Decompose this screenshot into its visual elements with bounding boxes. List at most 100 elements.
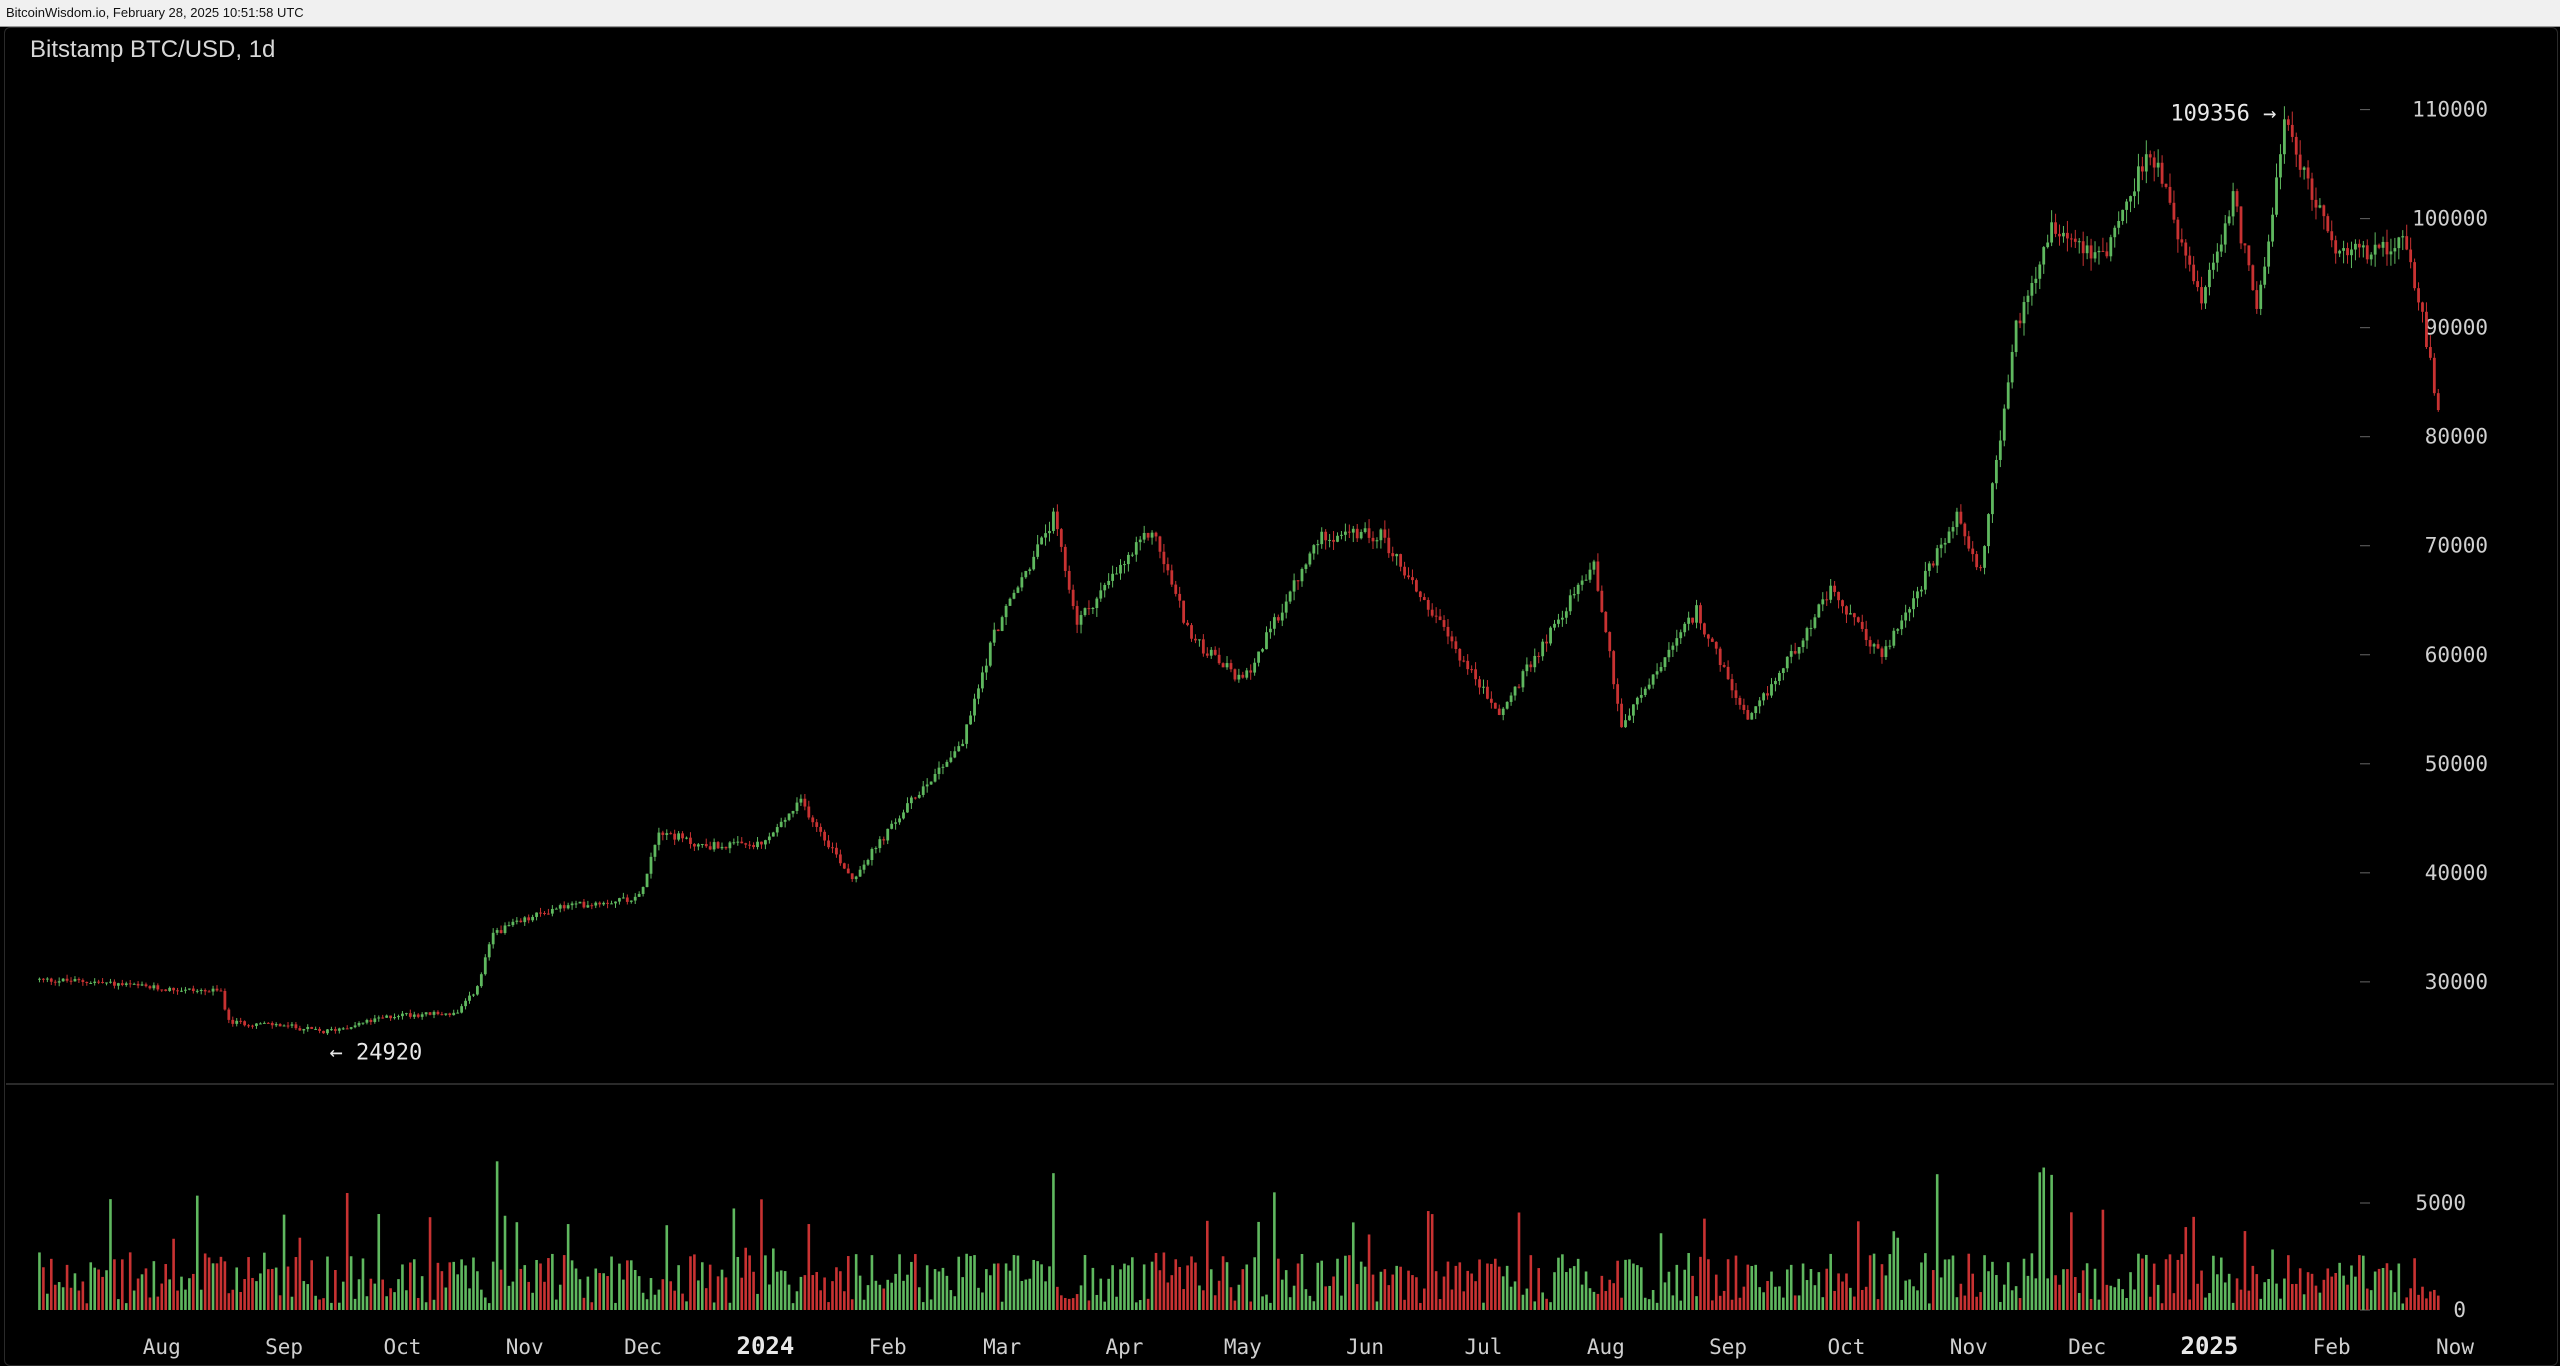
volume-bar	[1032, 1259, 1036, 1310]
volume-bar	[1158, 1270, 1162, 1310]
candle-body	[353, 1025, 357, 1028]
volume-bar	[1900, 1299, 1903, 1310]
volume-bar	[1703, 1218, 1706, 1310]
time-tick-label: Oct	[383, 1335, 421, 1359]
candle-body	[1572, 594, 1576, 596]
volume-bar	[1154, 1252, 1158, 1310]
candle-body	[519, 920, 523, 923]
volume-bar	[2342, 1275, 2345, 1310]
volume-bar	[543, 1281, 546, 1310]
volume-bar	[290, 1296, 294, 1310]
candle-body	[432, 1011, 436, 1015]
volume-bar	[1004, 1263, 1008, 1310]
candle-body	[2393, 248, 2397, 252]
volume-bar	[219, 1256, 223, 1310]
candle-body	[1541, 641, 1545, 657]
candle-body	[1154, 532, 1158, 537]
volume-bar	[81, 1281, 85, 1310]
candle-body	[235, 1020, 239, 1024]
candle-body	[1052, 511, 1055, 531]
volume-bar	[1872, 1253, 1876, 1310]
volume-bar	[2105, 1284, 2109, 1310]
volume-bar	[243, 1279, 246, 1310]
candle-body	[1300, 569, 1304, 582]
volume-bar	[1083, 1255, 1087, 1310]
candle-body	[298, 1028, 302, 1031]
volume-bar	[2275, 1283, 2278, 1310]
candle-body	[152, 985, 156, 989]
volume-bar	[1884, 1275, 1888, 1310]
candle-body	[554, 908, 558, 910]
volume-bar	[1860, 1289, 1864, 1310]
candle-body	[811, 817, 815, 823]
volume-bar	[1450, 1289, 1454, 1310]
candle-body	[345, 1028, 349, 1030]
volume-bar	[1328, 1285, 1331, 1310]
volume-bar	[255, 1281, 258, 1310]
candle-body	[823, 831, 826, 841]
volume-bar	[1320, 1260, 1324, 1310]
volume-bar	[697, 1280, 700, 1310]
candle-body	[653, 844, 657, 857]
volume-bar	[716, 1276, 720, 1310]
volume-bar	[1924, 1253, 1927, 1310]
candle-body	[176, 990, 179, 992]
volume-bar	[1572, 1266, 1576, 1310]
candle-body	[1774, 680, 1777, 685]
volume-bar	[105, 1270, 108, 1310]
candle-body	[1351, 528, 1355, 533]
low-price-annotation: ← 24920	[330, 1040, 423, 1065]
candle-body	[862, 864, 866, 870]
candle-body	[2156, 162, 2160, 168]
volume-bar	[1190, 1256, 1193, 1310]
volume-bar	[1367, 1234, 1371, 1310]
volume-bar	[1636, 1265, 1639, 1310]
volume-bar	[985, 1269, 988, 1310]
candle-body	[2413, 262, 2417, 289]
candle-body	[2026, 295, 2030, 303]
candle-body	[996, 629, 1000, 631]
candle-body	[1643, 688, 1647, 696]
candle-body	[1896, 629, 1900, 631]
volume-bar	[1699, 1256, 1702, 1310]
volume-bar	[917, 1287, 921, 1310]
volume-bar	[843, 1291, 846, 1310]
volume-bar	[1525, 1288, 1529, 1310]
candle-body	[1722, 665, 1726, 667]
candle-body	[2231, 191, 2235, 217]
price-tick-label: 30000	[2425, 970, 2488, 994]
time-tick-label: 2025	[2181, 1332, 2239, 1360]
candle-body	[1150, 532, 1154, 538]
volume-bar	[2358, 1255, 2361, 1310]
candle-body	[1797, 647, 1801, 654]
candle-body	[965, 724, 969, 744]
volume-bar	[657, 1289, 661, 1310]
volume-bar	[720, 1269, 724, 1310]
volume-bar	[124, 1303, 128, 1310]
candle-body	[2140, 166, 2144, 172]
volume-bar	[910, 1261, 913, 1310]
volume-bar	[345, 1193, 349, 1310]
volume-bar	[1565, 1272, 1568, 1310]
volume-bar	[1087, 1300, 1091, 1310]
candle-body	[1190, 625, 1193, 639]
volume-bar	[310, 1260, 313, 1310]
volume-bar	[73, 1273, 77, 1310]
volume-bar	[1655, 1302, 1659, 1310]
candle-body	[1635, 697, 1639, 705]
volume-bar	[2322, 1279, 2326, 1310]
volume-bar	[570, 1260, 574, 1310]
candle-body	[1489, 698, 1493, 703]
volume-bar	[799, 1276, 803, 1310]
volume-bar	[2393, 1292, 2397, 1310]
volume-bar	[1845, 1273, 1848, 1310]
time-tick-label: Mar	[983, 1335, 1021, 1359]
volume-bar	[1182, 1289, 1185, 1310]
volume-bar	[416, 1297, 420, 1310]
volume-bar	[1849, 1287, 1852, 1310]
candle-body	[507, 925, 511, 927]
candle-body	[1004, 605, 1008, 618]
candle-body	[1671, 645, 1675, 650]
price-annotations: 109356 → ← 24920	[330, 102, 2277, 1066]
